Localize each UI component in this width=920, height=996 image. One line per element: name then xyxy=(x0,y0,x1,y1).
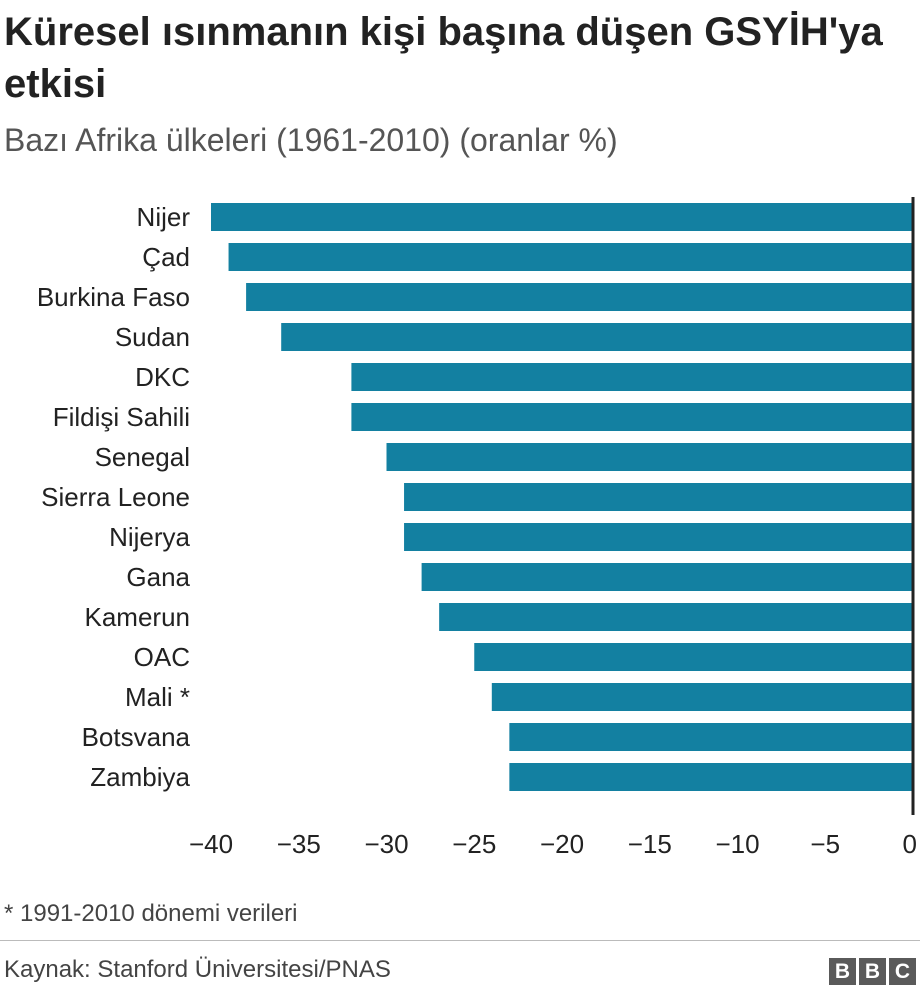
category-label: Senegal xyxy=(95,442,190,472)
x-tick-label: −15 xyxy=(628,829,672,859)
x-tick-label: −25 xyxy=(452,829,496,859)
bar xyxy=(509,723,913,751)
bar xyxy=(281,323,913,351)
bar xyxy=(509,763,913,791)
x-tick-label: −40 xyxy=(189,829,233,859)
category-label: Sierra Leone xyxy=(41,482,190,512)
bar xyxy=(404,523,913,551)
bbc-logo: B B C xyxy=(829,958,916,985)
category-label: Nijerya xyxy=(109,522,190,552)
bar-chart: Nijer Çad Burkina Faso Sudan DKC Fildişi Sahi… xyxy=(37,197,917,859)
footnote: * 1991-2010 dönemi verileri xyxy=(4,900,298,927)
bbc-logo-letter: C xyxy=(889,958,916,985)
bar xyxy=(386,443,913,471)
x-tick-label: 0 xyxy=(903,829,917,859)
bar xyxy=(421,563,913,591)
bar xyxy=(474,643,913,671)
category-label: Fildişi Sahili xyxy=(53,402,190,432)
category-label: Botsvana xyxy=(82,722,191,752)
category-label: Zambiya xyxy=(90,762,190,792)
x-tick-label: −30 xyxy=(364,829,408,859)
category-label: Sudan xyxy=(115,322,190,352)
category-label: Burkina Faso xyxy=(37,282,190,312)
category-label: Kamerun xyxy=(85,602,191,632)
bar xyxy=(211,203,913,231)
bar xyxy=(491,683,913,711)
chart-title: Küresel ısınmanın kişi başına düşen GSYİ… xyxy=(4,10,883,106)
x-tick-label: −5 xyxy=(810,829,840,859)
category-label: Gana xyxy=(126,562,190,592)
source-text: Kaynak: Stanford Üniversitesi/PNAS xyxy=(4,956,391,983)
footer-divider xyxy=(0,940,920,941)
bar xyxy=(228,243,914,271)
x-tick-label: −20 xyxy=(540,829,584,859)
x-tick-label: −10 xyxy=(715,829,759,859)
bar xyxy=(246,283,914,311)
chart-subtitle: Bazı Afrika ülkeleri (1961-2010) (oranla… xyxy=(4,122,618,158)
bbc-logo-letter: B xyxy=(859,958,886,985)
category-label: Nijer xyxy=(137,202,191,232)
category-label: Mali * xyxy=(125,682,190,712)
category-label: OAC xyxy=(134,642,190,672)
bar xyxy=(351,403,913,431)
bar xyxy=(404,483,913,511)
bar xyxy=(439,603,913,631)
category-label: Çad xyxy=(142,242,190,272)
x-tick-label: −35 xyxy=(277,829,321,859)
bar xyxy=(351,363,913,391)
category-label: DKC xyxy=(135,362,190,392)
bbc-logo-letter: B xyxy=(829,958,856,985)
